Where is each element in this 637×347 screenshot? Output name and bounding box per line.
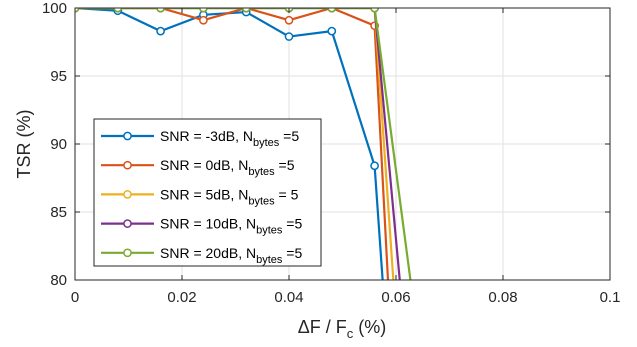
legend-label-main: SNR = -3dB, N: [160, 128, 253, 144]
x-tick-label: 0.1: [600, 289, 621, 306]
legend-label-sub: bytes: [256, 254, 283, 266]
data-point: [284, 32, 294, 41]
legend-entry: SNR = 20dB, Nbytes =5: [101, 245, 302, 266]
legend-label-end: = 5: [275, 186, 299, 202]
legend-label-sub: bytes: [248, 195, 275, 207]
series-line: [75, 8, 390, 280]
legend-label-end: =5: [279, 128, 299, 144]
x-tick-label: 0.02: [167, 289, 196, 306]
x-tick-label: 0.04: [274, 289, 303, 306]
data-point: [327, 8, 337, 13]
legend-entry: SNR = 5dB, Nbytes = 5: [101, 186, 299, 207]
legend-label: SNR = -3dB, Nbytes =5: [160, 128, 299, 149]
legend-entry: SNR = 0dB, Nbytes =5: [101, 157, 295, 178]
y-tick-label: 95: [50, 68, 67, 85]
legend-marker: [123, 160, 132, 170]
legend-marker: [123, 248, 132, 258]
x-tick-label: 0: [71, 289, 79, 306]
legend-label-end: =5: [282, 245, 302, 261]
y-tick-label: 100: [42, 0, 67, 17]
x-tick-label: 0.08: [488, 289, 517, 306]
x-axis-label-unit: (%): [353, 317, 386, 337]
legend-label-end: =5: [282, 216, 302, 232]
legend-label-main: SNR = 20dB, N: [160, 245, 256, 261]
legend-label-sub: bytes: [248, 166, 275, 178]
legend-box: [93, 118, 322, 267]
legend-marker: [123, 190, 132, 199]
legend-label-end: =5: [275, 157, 295, 173]
x-axis-label-sub: c: [347, 326, 354, 341]
data-point: [241, 8, 251, 13]
tick-labels: 0 0.02 0.04 0.06 0.08 0.1 80 85 90 95 100: [42, 0, 620, 306]
data-point: [199, 15, 208, 25]
data-point: [370, 8, 379, 13]
legend-marker: [123, 131, 132, 141]
y-tick-label: 85: [50, 204, 67, 221]
legend-label-main: SNR = 0dB, N: [160, 157, 248, 173]
legend-label-sub: bytes: [253, 137, 280, 149]
legend-entry: SNR = 10dB, Nbytes =5: [101, 216, 302, 237]
data-point: [113, 8, 123, 13]
legend-marker: [123, 219, 132, 228]
legend-label: SNR = 10dB, Nbytes =5: [160, 216, 302, 237]
x-axis-label-main: ΔF / F: [298, 317, 347, 337]
legend-label-sub: bytes: [256, 225, 283, 237]
data-point: [199, 8, 208, 13]
data-point: [156, 8, 165, 13]
x-axis-label: ΔF / Fc (%): [298, 317, 387, 341]
legend-label: SNR = 20dB, Nbytes =5: [160, 245, 302, 266]
legend-entry: SNR = -3dB, Nbytes =5: [101, 128, 299, 149]
data-point: [327, 26, 337, 36]
legend-label-main: SNR = 5dB, N: [160, 186, 248, 202]
y-tick-label: 80: [50, 272, 67, 289]
legend-label: SNR = 0dB, Nbytes =5: [160, 157, 295, 178]
y-tick-label: 90: [50, 136, 67, 153]
legend-label-main: SNR = 10dB, N: [160, 216, 256, 232]
axis-ticks: [74, 7, 611, 281]
data-point: [284, 15, 294, 25]
legend-label: SNR = 5dB, Nbytes = 5: [160, 186, 299, 207]
y-axis-label: TSR (%): [14, 110, 34, 179]
x-tick-label: 0.06: [381, 289, 410, 306]
data-point: [156, 26, 165, 36]
data-point: [370, 161, 379, 171]
